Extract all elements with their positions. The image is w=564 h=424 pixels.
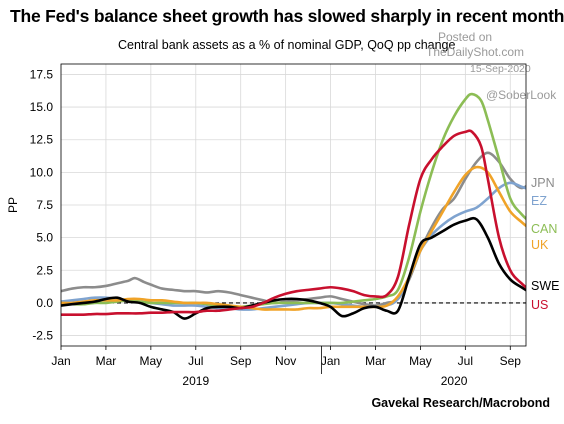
axis-layer: -2.5 0.0 2.5 5.0 7.5 10.0 12.5 15.0 17.5 Jan Mar Ma… — [30, 63, 527, 388]
series-line-jpn — [61, 151, 526, 307]
y-tick-label: 7.5 — [36, 198, 53, 212]
y-tick-label: 12.5 — [30, 133, 54, 147]
y-tick-label: -2.5 — [32, 329, 53, 343]
series-line-us — [61, 129, 526, 317]
x-tick-label: Sep — [500, 354, 522, 368]
x-tick-label: Mar — [365, 354, 386, 368]
y-tick-label: 15.0 — [30, 100, 54, 114]
source-credit: Gavekal Research/Macrobond — [371, 396, 550, 410]
series-label-can: CAN — [531, 222, 557, 236]
x-tick-label: May — [140, 354, 163, 368]
y-tick-label: 10.0 — [30, 165, 54, 179]
x-tick-label: Sep — [230, 354, 252, 368]
series-label-swe: SWE — [531, 279, 559, 293]
series-label-us: US — [531, 298, 548, 312]
series-line-can — [61, 92, 526, 309]
series-layer — [61, 92, 526, 320]
x-tick-label: Jan — [51, 354, 70, 368]
chart-subtitle: Central bank assets as a % of nominal GD… — [118, 38, 456, 52]
year-label: 2020 — [441, 374, 468, 388]
x-tick-label: Jul — [188, 354, 203, 368]
watermark-handle: @SoberLook — [486, 88, 557, 102]
series-label-layer: JPN EZ CAN UK SWE US — [531, 176, 559, 312]
x-tick-label: Mar — [96, 354, 117, 368]
year-label: 2019 — [182, 374, 209, 388]
x-tick-label: May — [409, 354, 432, 368]
y-tick-label: 5.0 — [36, 231, 53, 245]
y-axis-label: PP — [6, 197, 20, 213]
y-tick-label: 2.5 — [36, 263, 53, 277]
series-line-uk — [61, 165, 526, 311]
x-tick-label: Nov — [275, 354, 296, 368]
x-tick-label: Jan — [321, 354, 340, 368]
series-label-ez: EZ — [531, 194, 547, 208]
series-label-uk: UK — [531, 238, 549, 252]
watermark-site: TheDailyShot.com — [426, 45, 525, 59]
y-tick-label: 0.0 — [36, 296, 53, 310]
plot-frame — [60, 63, 527, 347]
chart-title: The Fed's balance sheet growth has slowe… — [10, 6, 564, 26]
y-tick-label: 17.5 — [30, 67, 54, 81]
watermark-date: 15-Sep-2020 — [470, 63, 531, 75]
series-line-swe — [61, 216, 526, 320]
x-tick-label: Jul — [458, 354, 473, 368]
watermark-posted-on: Posted on — [438, 30, 493, 44]
series-label-jpn: JPN — [531, 176, 555, 190]
